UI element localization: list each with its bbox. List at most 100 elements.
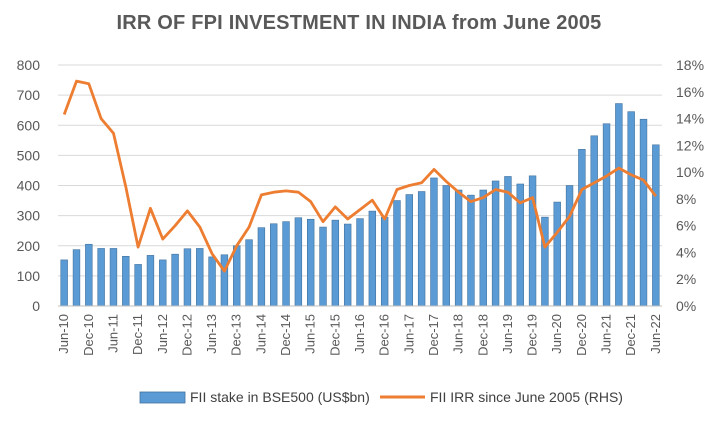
x-tick-label: Jun-19: [500, 314, 515, 354]
bar: [196, 248, 204, 307]
x-tick-label: Dec-13: [229, 314, 244, 356]
y-axis-right: 0% 2% 4% 6% 8% 10% 12% 14% 16% 18%: [676, 57, 704, 314]
y-left-tick-label: 200: [17, 238, 41, 254]
y-left-tick-label: 0: [32, 298, 40, 314]
y-right-tick-label: 16%: [676, 84, 704, 100]
x-tick-label: Jun-17: [401, 314, 416, 354]
x-tick-label: Dec-15: [327, 314, 342, 356]
bar: [417, 191, 426, 307]
y-left-tick-label: 500: [17, 147, 41, 163]
bar: [319, 226, 327, 307]
bar: [72, 249, 81, 307]
bar: [282, 221, 290, 307]
bar: [233, 245, 241, 307]
bar: [430, 177, 438, 307]
y-right-tick-label: 12%: [676, 137, 704, 153]
irr-line: [62, 79, 657, 273]
legend-swatch-bar: [139, 391, 186, 404]
x-tick-label: Jun-15: [303, 314, 318, 354]
x-tick-label: Dec-16: [377, 314, 392, 356]
bar: [380, 216, 389, 307]
bar: [146, 255, 155, 307]
bar: [331, 219, 340, 307]
bar: [467, 194, 475, 307]
y-right-tick-label: 8%: [676, 191, 696, 207]
y-right-tick-label: 6%: [676, 218, 696, 234]
y-axis-left: 0 100 200 300 400 500 600 700 800: [17, 57, 41, 314]
x-tick-label: Jun-18: [451, 314, 466, 354]
bar: [528, 175, 537, 307]
bar: [615, 103, 623, 307]
x-tick-label: Dec-17: [426, 314, 441, 356]
y-right-tick-label: 10%: [676, 164, 704, 180]
y-left-tick-label: 100: [17, 268, 41, 284]
bar: [578, 149, 586, 307]
bar: [393, 200, 401, 307]
bar: [553, 201, 561, 307]
bar: [183, 248, 192, 307]
x-tick-label: Dec-10: [81, 314, 96, 356]
bar: [565, 185, 574, 307]
bar: [479, 189, 487, 307]
bar: [208, 256, 216, 307]
bar: [109, 248, 118, 307]
y-left-tick-label: 600: [17, 117, 41, 133]
legend: FII stake in BSE500 (US$bn) FII IRR sinc…: [139, 389, 623, 405]
bar: [159, 259, 167, 307]
bar: [343, 223, 352, 307]
y-left-tick-label: 300: [17, 208, 41, 224]
bar: [602, 123, 611, 307]
y-right-tick-label: 4%: [676, 244, 696, 260]
bar: [257, 227, 266, 307]
x-tick-label: Jun-16: [352, 314, 367, 354]
y-right-tick-label: 0%: [676, 298, 696, 314]
y-left-tick-label: 400: [17, 178, 41, 194]
bar: [171, 253, 179, 307]
y-right-tick-label: 14%: [676, 111, 704, 127]
bar: [454, 189, 463, 307]
x-tick-label: Dec-18: [475, 314, 490, 356]
y-left-tick-label: 700: [17, 87, 41, 103]
bar: [368, 210, 377, 307]
bar-series: [60, 103, 660, 307]
x-tick-label: Dec-20: [574, 314, 589, 356]
x-tick-label: Jun-22: [648, 314, 663, 354]
x-tick-label: Dec-19: [525, 314, 540, 356]
bar: [405, 194, 413, 307]
y-right-tick-label: 2%: [676, 271, 696, 287]
x-tick-label: Dec-11: [130, 314, 145, 355]
bar: [294, 217, 303, 307]
y-left-tick-label: 800: [17, 57, 41, 73]
x-axis: Jun-10 Dec-10 Jun-11 Dec-11 Jun-12 Dec-12 Jun-…: [56, 305, 663, 356]
line-series: [62, 79, 657, 273]
bar: [220, 254, 229, 307]
bar: [590, 135, 598, 307]
bar: [639, 118, 648, 307]
x-tick-label: Jun-11: [105, 314, 120, 353]
bar: [356, 218, 364, 307]
bar: [60, 259, 68, 307]
bar: [97, 248, 105, 307]
x-tick-label: Jun-14: [253, 314, 268, 354]
bar: [541, 216, 549, 307]
bar: [122, 255, 130, 307]
x-tick-label: Dec-12: [179, 314, 194, 356]
legend-label-line: FII IRR since June 2005 (RHS): [430, 389, 623, 405]
bar: [270, 223, 278, 307]
x-tick-label: Dec-21: [623, 314, 638, 356]
y-right-tick-label: 18%: [676, 57, 704, 73]
bar: [134, 264, 142, 307]
x-tick-label: Jun-12: [155, 314, 170, 354]
bar: [491, 180, 500, 307]
x-tick-label: Jun-10: [56, 314, 71, 354]
bar: [307, 218, 315, 307]
bar: [652, 144, 660, 307]
x-tick-label: Jun-21: [599, 314, 614, 354]
bar: [245, 239, 253, 307]
x-tick-label: Jun-20: [549, 314, 564, 354]
legend-label-bar: FII stake in BSE500 (US$bn): [190, 389, 370, 405]
x-tick-label: Jun-13: [204, 314, 219, 354]
bar: [442, 185, 450, 307]
